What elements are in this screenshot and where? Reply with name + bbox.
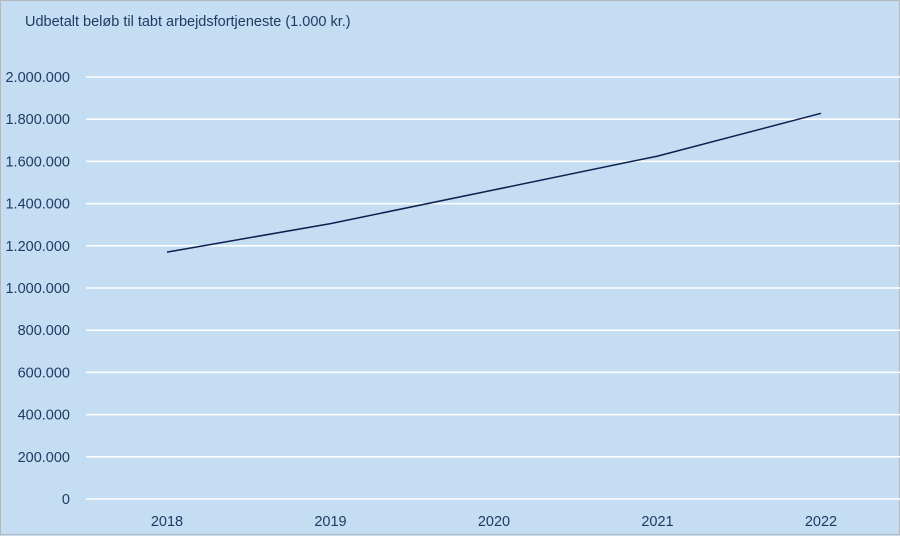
y-tick-label: 600.000: [18, 365, 70, 381]
x-tick-label: 2021: [641, 514, 673, 530]
y-tick-label: 1.800.000: [5, 112, 70, 128]
x-tick-label: 2020: [478, 514, 510, 530]
x-tick-label: 2018: [151, 514, 183, 530]
y-tick-label: 1.200.000: [5, 239, 70, 255]
y-tick-label: 800.000: [18, 323, 70, 339]
y-tick-label: 2.000.000: [5, 70, 70, 86]
series-line: [167, 113, 821, 252]
y-tick-label: 1.000.000: [5, 281, 70, 297]
y-tick-label: 1.600.000: [5, 154, 70, 170]
y-tick-label: 400.000: [18, 408, 70, 424]
x-tick-label: 2019: [314, 514, 346, 530]
y-tick-label: 200.000: [18, 450, 70, 466]
x-tick-label: 2022: [805, 514, 837, 530]
y-tick-label: 1.400.000: [5, 197, 70, 213]
y-tick-label: 0: [62, 492, 70, 508]
